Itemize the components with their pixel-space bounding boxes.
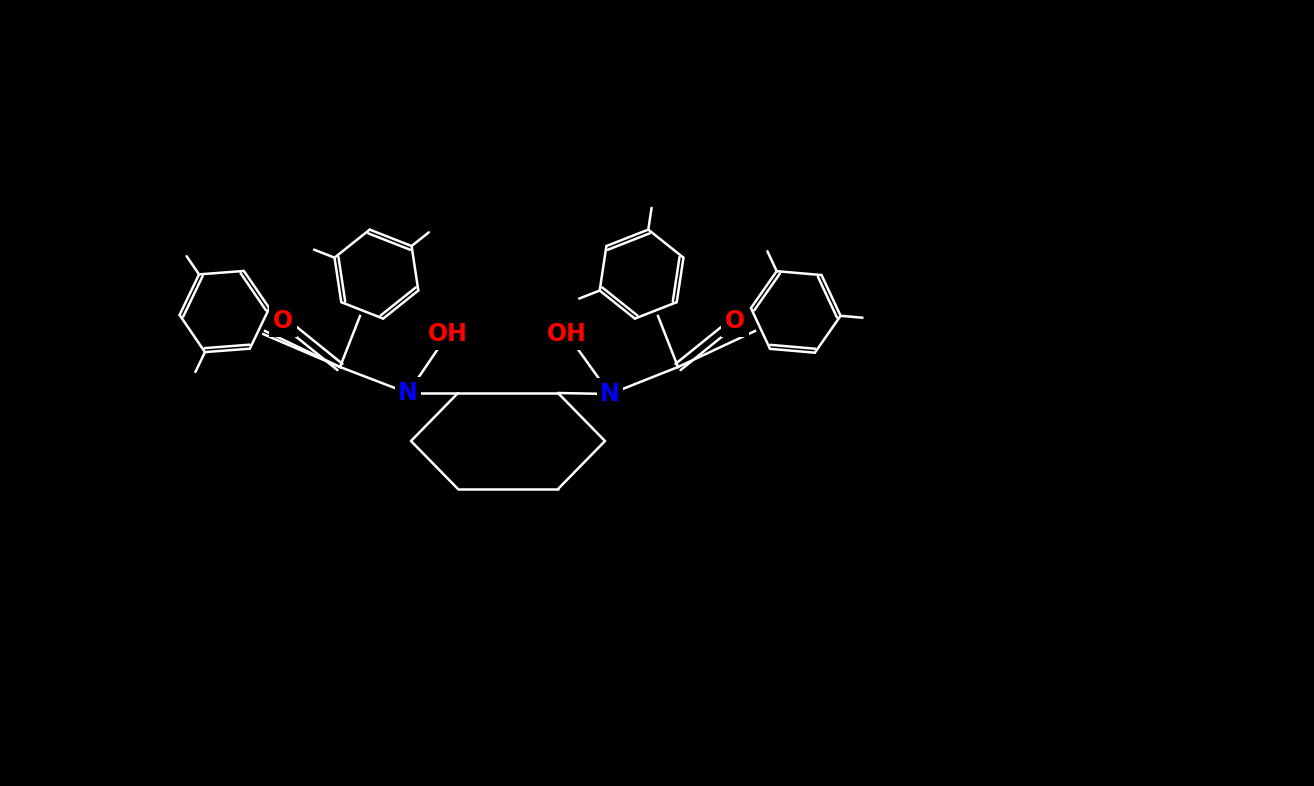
Text: O: O xyxy=(273,309,293,333)
Text: OH: OH xyxy=(428,322,468,346)
Text: O: O xyxy=(725,309,745,333)
Text: OH: OH xyxy=(547,322,587,346)
Text: N: N xyxy=(398,381,418,405)
Text: N: N xyxy=(600,382,620,406)
